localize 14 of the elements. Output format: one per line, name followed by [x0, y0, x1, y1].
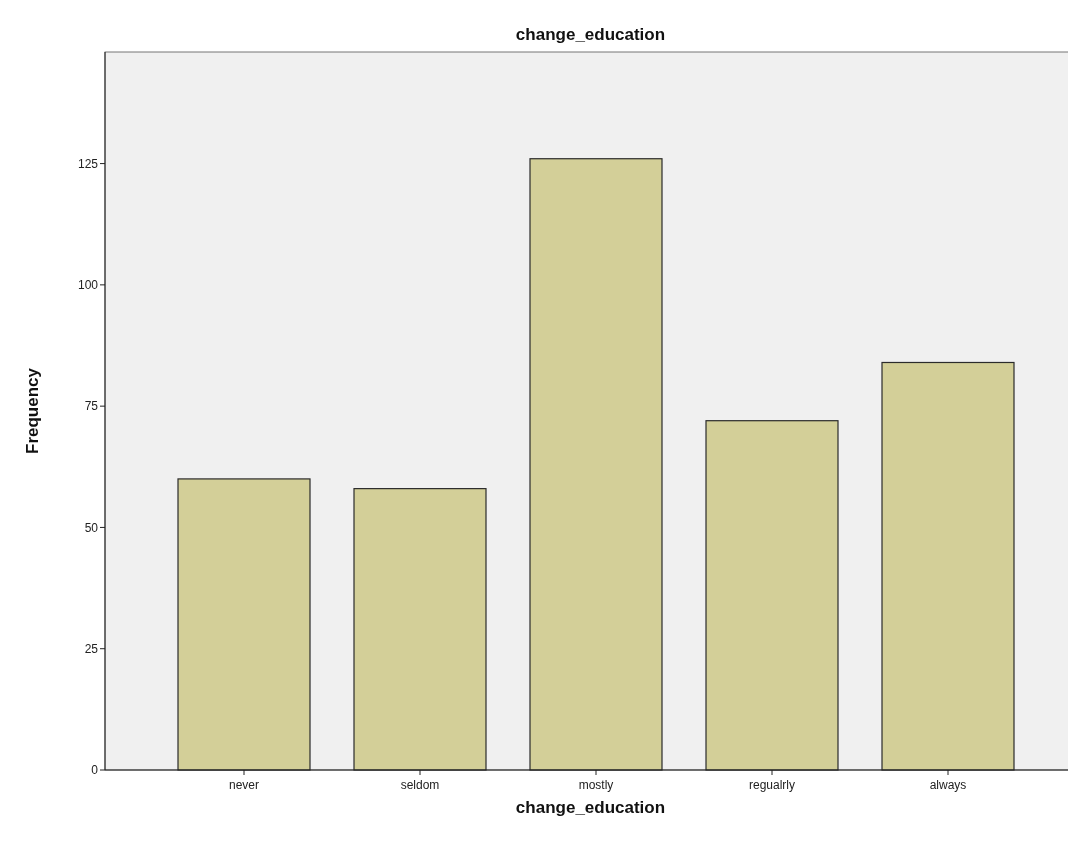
y-tick-label: 0 — [91, 763, 99, 778]
chart-title: change_education — [515, 25, 666, 44]
y-tick-label: 50 — [84, 520, 99, 535]
y-tick-label: 125 — [77, 156, 99, 171]
x-axis-title: change_education — [515, 798, 666, 817]
x-tick-label: never — [228, 778, 260, 792]
x-tick-label: regualrly — [748, 778, 796, 792]
x-tick-label: mostly — [578, 778, 614, 792]
y-tick-label: 75 — [84, 399, 99, 414]
x-tick-label: always — [929, 778, 967, 792]
y-axis-title: Frequency — [23, 367, 42, 454]
y-tick-label: 100 — [77, 278, 99, 293]
y-tick-label: 25 — [84, 641, 99, 656]
x-tick-label: seldom — [400, 778, 440, 792]
